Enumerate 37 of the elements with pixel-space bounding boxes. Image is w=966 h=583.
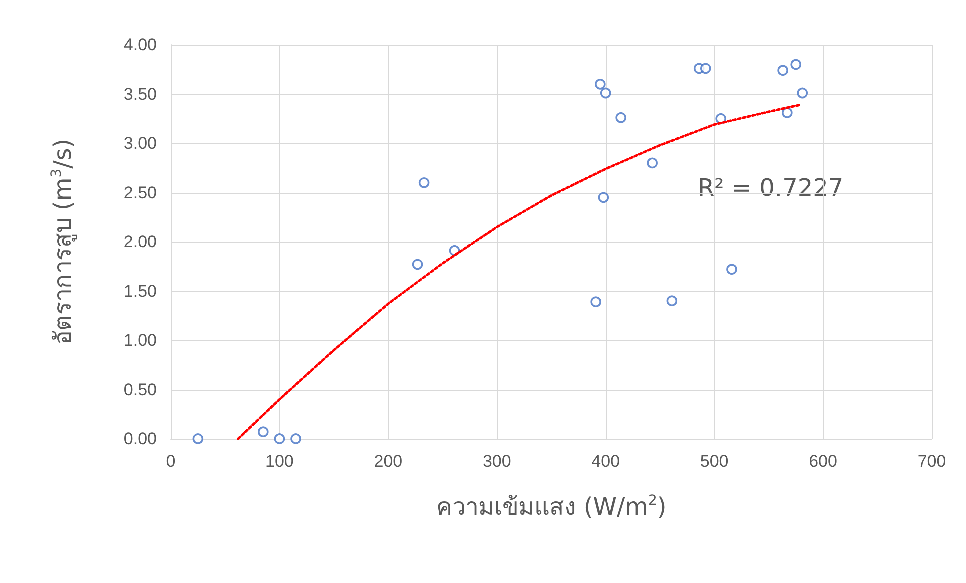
point (600, 88, 612, 99)
point (412, 259, 424, 270)
point (598, 192, 610, 204)
point (616, 112, 626, 124)
point (666, 296, 678, 306)
point (418, 178, 430, 188)
point (647, 158, 658, 169)
point (790, 59, 802, 70)
y-tick-label: 1.50 (124, 282, 157, 301)
point (258, 426, 269, 438)
x-tick-label: 0 (166, 452, 176, 471)
x-tick-label: 700 (918, 452, 946, 471)
y-tick-label: 3.50 (124, 84, 157, 104)
x-tick-label: 400 (592, 452, 620, 471)
y-tick-label: 4.00 (124, 36, 157, 54)
y-tick-label: 0.50 (124, 380, 157, 400)
x-tick-label: 100 (266, 452, 294, 471)
y-tick-label: 3.00 (124, 134, 157, 153)
y-tick-label: 2.00 (124, 232, 157, 252)
point (595, 79, 606, 90)
point (778, 65, 788, 76)
point (726, 264, 738, 275)
point (797, 88, 808, 99)
y-axis-title: อัตราการสูบ (m3/s) (49, 138, 78, 346)
x-tick-label: 600 (809, 452, 838, 471)
point (782, 108, 793, 118)
y-tick-label: 1.00 (124, 331, 157, 350)
y-tick-label: 2.50 (124, 183, 157, 202)
x-tick-label: 200 (374, 452, 403, 471)
point (590, 296, 602, 308)
y-tick-label: 0.00 (124, 430, 157, 448)
point (290, 434, 302, 444)
point (192, 434, 204, 444)
point (274, 434, 286, 444)
point (700, 63, 712, 74)
x-tick-label: 300 (482, 452, 512, 471)
x-tick-label: 500 (700, 452, 729, 471)
